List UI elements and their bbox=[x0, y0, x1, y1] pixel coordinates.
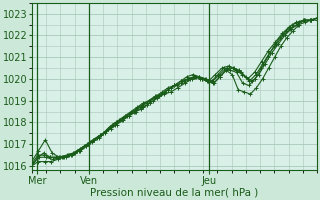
X-axis label: Pression niveau de la mer( hPa ): Pression niveau de la mer( hPa ) bbox=[90, 187, 259, 197]
